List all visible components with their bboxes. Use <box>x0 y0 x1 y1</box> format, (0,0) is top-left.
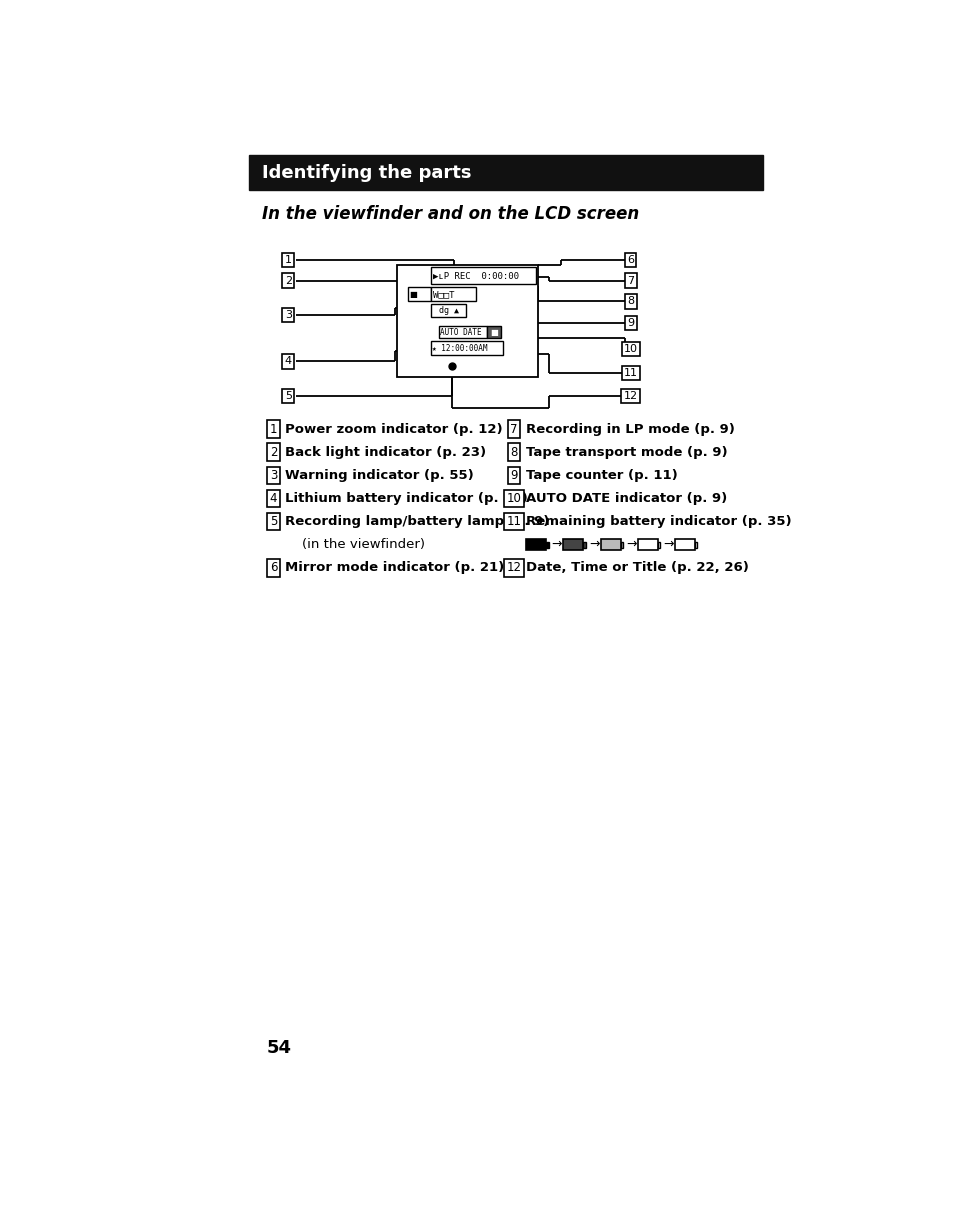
Text: 9: 9 <box>626 318 634 328</box>
Bar <box>431 305 466 317</box>
Text: Back light indicator (p. 23): Back light indicator (p. 23) <box>285 446 486 459</box>
Bar <box>583 542 585 548</box>
Text: 4: 4 <box>284 356 292 366</box>
Text: →: → <box>551 538 561 551</box>
Text: 9: 9 <box>510 469 517 481</box>
Text: Warning indicator (p. 55): Warning indicator (p. 55) <box>285 469 474 481</box>
Bar <box>695 542 697 548</box>
Text: 3: 3 <box>270 469 277 481</box>
Text: Tape counter (p. 11): Tape counter (p. 11) <box>525 469 678 481</box>
Text: 5: 5 <box>270 515 277 528</box>
Text: 1: 1 <box>270 422 277 436</box>
Text: AUTO DATE: AUTO DATE <box>439 328 481 336</box>
Text: 6: 6 <box>626 254 634 265</box>
Bar <box>431 341 502 355</box>
Bar <box>546 542 548 548</box>
Text: In the viewfinder and on the LCD screen: In the viewfinder and on the LCD screen <box>261 205 639 222</box>
Text: W□□T: W□□T <box>433 290 455 298</box>
Text: 3: 3 <box>284 311 292 321</box>
Text: 7: 7 <box>626 275 634 286</box>
Text: 7: 7 <box>510 422 517 436</box>
Text: 4: 4 <box>270 492 277 505</box>
Text: Tape transport mode (p. 9): Tape transport mode (p. 9) <box>525 446 727 459</box>
Bar <box>431 268 536 285</box>
Bar <box>249 155 761 190</box>
Text: ★ 12:00:00AM: ★ 12:00:00AM <box>432 344 487 352</box>
Text: →: → <box>625 538 636 551</box>
Text: 5: 5 <box>284 391 292 402</box>
Text: Power zoom indicator (p. 12): Power zoom indicator (p. 12) <box>285 422 502 436</box>
Text: Remaining battery indicator (p. 35): Remaining battery indicator (p. 35) <box>525 515 791 528</box>
Text: ■: ■ <box>409 290 416 298</box>
Text: dg ▲: dg ▲ <box>438 306 458 316</box>
Text: 54: 54 <box>266 1039 292 1057</box>
Text: 10: 10 <box>506 492 520 505</box>
Text: 8: 8 <box>626 296 634 306</box>
Text: 2: 2 <box>270 446 277 459</box>
Bar <box>396 265 537 377</box>
Text: Recording in LP mode (p. 9): Recording in LP mode (p. 9) <box>525 422 734 436</box>
Bar <box>431 287 476 301</box>
Text: ▶ʟP REC  0:00:00: ▶ʟP REC 0:00:00 <box>433 271 518 280</box>
Text: 6: 6 <box>270 561 277 575</box>
Text: Lithium battery indicator (p. 31): Lithium battery indicator (p. 31) <box>285 492 527 505</box>
Text: ■: ■ <box>490 328 497 336</box>
Bar <box>637 539 658 550</box>
Text: 12: 12 <box>506 561 520 575</box>
Text: 11: 11 <box>623 368 638 378</box>
Bar <box>658 542 659 548</box>
Text: →: → <box>588 538 598 551</box>
Bar <box>620 542 622 548</box>
Text: →: → <box>662 538 673 551</box>
Bar <box>407 287 431 301</box>
Bar <box>487 325 500 339</box>
Bar <box>525 539 546 550</box>
Text: Identifying the parts: Identifying the parts <box>261 163 471 182</box>
Bar <box>674 539 695 550</box>
Text: Date, Time or Title (p. 22, 26): Date, Time or Title (p. 22, 26) <box>525 561 748 575</box>
Text: 10: 10 <box>623 344 638 354</box>
Text: Recording lamp/battery lamp (p. 9): Recording lamp/battery lamp (p. 9) <box>285 515 549 528</box>
Bar <box>438 325 487 339</box>
Text: 2: 2 <box>284 275 292 286</box>
Text: 1: 1 <box>284 254 292 265</box>
Text: Mirror mode indicator (p. 21): Mirror mode indicator (p. 21) <box>285 561 504 575</box>
Bar <box>562 539 583 550</box>
Text: 11: 11 <box>506 515 520 528</box>
Text: 8: 8 <box>510 446 517 459</box>
Text: 12: 12 <box>623 391 638 402</box>
Text: (in the viewfinder): (in the viewfinder) <box>285 538 425 551</box>
Bar <box>599 539 620 550</box>
Text: AUTO DATE indicator (p. 9): AUTO DATE indicator (p. 9) <box>525 492 726 505</box>
